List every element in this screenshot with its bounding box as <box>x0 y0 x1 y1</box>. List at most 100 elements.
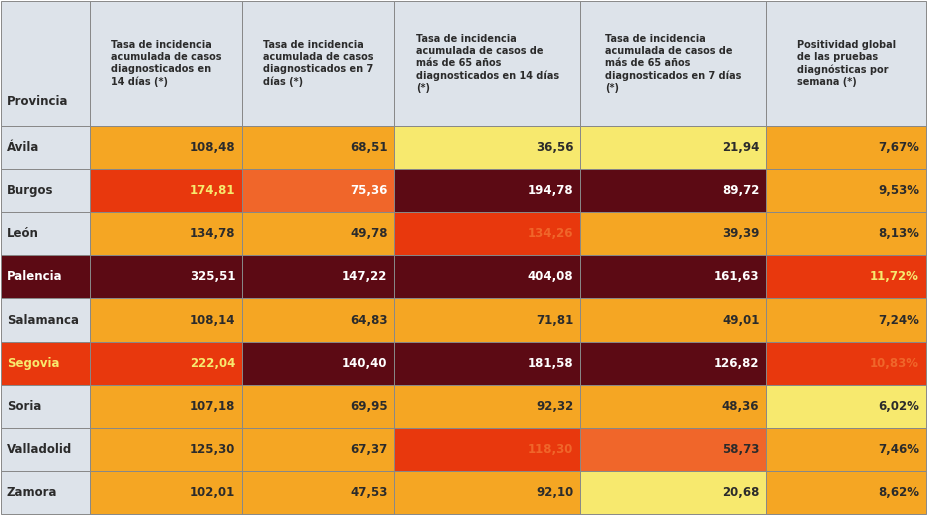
Bar <box>767 385 926 428</box>
Text: 64,83: 64,83 <box>350 314 387 327</box>
Text: 102,01: 102,01 <box>190 486 235 499</box>
Text: Zamora: Zamora <box>7 486 57 499</box>
Bar <box>242 169 395 212</box>
Bar <box>242 255 395 299</box>
Bar <box>1 126 90 169</box>
Text: 134,26: 134,26 <box>527 227 574 241</box>
Text: 147,22: 147,22 <box>342 270 387 283</box>
Bar <box>395 341 580 385</box>
Bar <box>242 299 395 341</box>
Bar <box>1 428 90 471</box>
Text: 108,48: 108,48 <box>190 141 235 154</box>
Text: 11,72%: 11,72% <box>870 270 919 283</box>
Text: 7,67%: 7,67% <box>878 141 919 154</box>
Text: 181,58: 181,58 <box>527 356 574 370</box>
Text: 47,53: 47,53 <box>350 486 387 499</box>
Bar <box>90 385 242 428</box>
Text: 325,51: 325,51 <box>190 270 235 283</box>
Text: 20,68: 20,68 <box>722 486 759 499</box>
Text: 58,73: 58,73 <box>722 443 759 456</box>
Text: 8,13%: 8,13% <box>878 227 919 241</box>
Text: 75,36: 75,36 <box>350 184 387 197</box>
Bar <box>242 471 395 514</box>
Text: Tasa de incidencia
acumulada de casos de
más de 65 años
diagnosticados en 14 día: Tasa de incidencia acumulada de casos de… <box>416 34 559 93</box>
Bar <box>242 385 395 428</box>
Text: 89,72: 89,72 <box>722 184 759 197</box>
Bar <box>580 1 767 126</box>
Text: Palencia: Palencia <box>7 270 63 283</box>
Text: 68,51: 68,51 <box>350 141 387 154</box>
Text: 222,04: 222,04 <box>190 356 235 370</box>
Bar <box>1 385 90 428</box>
Bar <box>90 255 242 299</box>
Text: 118,30: 118,30 <box>528 443 574 456</box>
Bar <box>395 471 580 514</box>
Bar <box>395 212 580 255</box>
Text: 140,40: 140,40 <box>342 356 387 370</box>
Text: 92,10: 92,10 <box>536 486 574 499</box>
Bar <box>1 341 90 385</box>
Bar <box>767 212 926 255</box>
Bar <box>242 212 395 255</box>
Text: 134,78: 134,78 <box>190 227 235 241</box>
Text: 125,30: 125,30 <box>190 443 235 456</box>
Text: Salamanca: Salamanca <box>7 314 79 327</box>
Text: 49,01: 49,01 <box>722 314 759 327</box>
Text: 107,18: 107,18 <box>190 400 235 413</box>
Bar <box>90 126 242 169</box>
Bar <box>395 255 580 299</box>
Bar <box>580 255 767 299</box>
Bar <box>242 1 395 126</box>
Text: León: León <box>7 227 39 241</box>
Bar <box>90 1 242 126</box>
Text: 71,81: 71,81 <box>536 314 574 327</box>
Bar <box>580 299 767 341</box>
Bar <box>395 385 580 428</box>
Text: 174,81: 174,81 <box>190 184 235 197</box>
Bar <box>90 299 242 341</box>
Bar <box>395 299 580 341</box>
Bar <box>242 428 395 471</box>
Bar <box>1 212 90 255</box>
Bar <box>1 169 90 212</box>
Text: 39,39: 39,39 <box>722 227 759 241</box>
Text: 7,46%: 7,46% <box>878 443 919 456</box>
Bar <box>90 471 242 514</box>
Text: 161,63: 161,63 <box>714 270 759 283</box>
Text: Positividad global
de las pruebas
diagnósticas por
semana (*): Positividad global de las pruebas diagnó… <box>796 40 895 87</box>
Text: Tasa de incidencia
acumulada de casos
diagnosticados en 7
días (*): Tasa de incidencia acumulada de casos di… <box>263 40 374 87</box>
Bar <box>90 169 242 212</box>
Bar <box>1 299 90 341</box>
Text: 21,94: 21,94 <box>722 141 759 154</box>
Bar <box>242 126 395 169</box>
Text: 92,32: 92,32 <box>536 400 574 413</box>
Text: Tasa de incidencia
acumulada de casos de
más de 65 años
diagnosticados en 7 días: Tasa de incidencia acumulada de casos de… <box>605 34 742 93</box>
Bar <box>580 341 767 385</box>
Text: 8,62%: 8,62% <box>878 486 919 499</box>
Text: 126,82: 126,82 <box>714 356 759 370</box>
Text: 9,53%: 9,53% <box>878 184 919 197</box>
Text: Valladolid: Valladolid <box>7 443 72 456</box>
Bar <box>767 341 926 385</box>
Text: 67,37: 67,37 <box>350 443 387 456</box>
Text: Segovia: Segovia <box>7 356 59 370</box>
Bar <box>767 169 926 212</box>
Text: 404,08: 404,08 <box>527 270 574 283</box>
Text: Ávila: Ávila <box>7 141 39 154</box>
Bar <box>90 341 242 385</box>
Bar <box>90 428 242 471</box>
Bar <box>395 126 580 169</box>
Bar <box>580 428 767 471</box>
Bar <box>580 385 767 428</box>
Bar <box>767 1 926 126</box>
Bar <box>1 1 90 126</box>
Bar <box>395 1 580 126</box>
Bar <box>767 126 926 169</box>
Bar <box>90 212 242 255</box>
Text: 48,36: 48,36 <box>722 400 759 413</box>
Text: 194,78: 194,78 <box>527 184 574 197</box>
Text: 69,95: 69,95 <box>349 400 387 413</box>
Text: Tasa de incidencia
acumulada de casos
diagnosticados en
14 días (*): Tasa de incidencia acumulada de casos di… <box>111 40 222 87</box>
Text: Provincia: Provincia <box>7 95 69 108</box>
Bar <box>767 299 926 341</box>
